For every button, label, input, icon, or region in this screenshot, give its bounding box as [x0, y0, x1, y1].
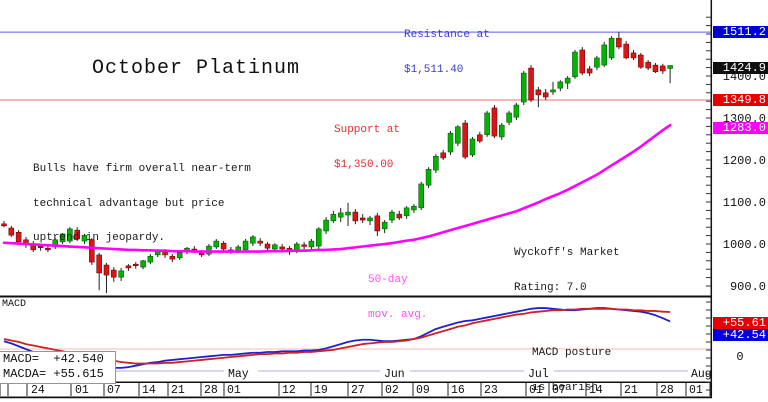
date-label: 01 — [689, 384, 703, 397]
date-label: 12 — [282, 384, 296, 397]
macd-readout-box: MACD= +42.540 MACDA= +55.615 — [0, 351, 116, 384]
commentary-line1: Bulls have firm overall near-term — [33, 163, 251, 175]
date-label: 01 — [529, 384, 543, 397]
date-label: 07 — [552, 384, 566, 397]
ma-label-line1: 50-day — [368, 274, 408, 286]
date-label: 02 — [385, 384, 399, 397]
commentary-line3: uptrend in jeopardy. — [33, 232, 166, 244]
macd-zero-label: 0 — [736, 350, 744, 364]
date-label: 21 — [171, 384, 185, 397]
ma-label-line2: mov. avg. — [368, 308, 428, 321]
wyckoff-rating: Wyckoff's Market Rating: 7.0 — [514, 225, 620, 317]
date-label: 14 — [142, 384, 156, 397]
page-title: October Platinum — [92, 57, 301, 80]
month-label: May — [228, 368, 249, 381]
price-axis-label: 1200.0 — [722, 154, 766, 168]
last-price-badge: 1424.9 — [713, 62, 768, 75]
commentary-text: Bulls have firm overall near-term techni… — [33, 141, 251, 268]
macda-value-badge: +55.61 — [713, 317, 768, 329]
month-label: Aug — [691, 368, 712, 381]
month-label: Jul — [528, 368, 549, 381]
date-label: 24 — [31, 384, 45, 397]
date-label: 27 — [351, 384, 365, 397]
resistance-annotation: Resistance at $1,511.40 — [404, 7, 490, 99]
date-label: 16 — [451, 384, 465, 397]
macd-panel-label: MACD — [2, 299, 27, 310]
macd-posture-note: MACD posture is bearish — [532, 325, 611, 402]
macd-posture-line1: MACD posture — [532, 347, 612, 359]
price-axis-label: 1000.0 — [722, 238, 766, 252]
date-label: 19 — [314, 384, 328, 397]
scroll-left-arrow-icon[interactable] — [738, 385, 768, 402]
date-label: 01 — [75, 384, 89, 397]
support-annotation: Support at $1,350.00 — [334, 102, 400, 194]
support-price-badge: 1349.8 — [713, 93, 768, 106]
support-annotation-line1: Support at — [334, 124, 401, 136]
month-label: Jun — [384, 368, 405, 381]
date-label: 07 — [107, 384, 121, 397]
ma-label: 50-day mov. avg. — [368, 252, 427, 344]
wyckoff-line1: Wyckoff's Market — [514, 247, 620, 259]
date-label: 28 — [204, 384, 218, 397]
support-annotation-line2: $1,350.00 — [334, 158, 394, 171]
date-label: 09 — [416, 384, 430, 397]
commentary-line2: technical advantage but price — [33, 197, 225, 210]
moving-average-badge: 1283.0 — [713, 121, 768, 134]
date-label: 23 — [484, 384, 498, 397]
macd-posture-line2: is bearish — [532, 381, 599, 394]
resistance-annotation-line2: $1,511.40 — [404, 63, 464, 76]
macd-readout-line1: MACD= +42.540 — [3, 352, 104, 366]
date-label: 21 — [624, 384, 638, 397]
macd-readout-line2: MACDA= +55.615 — [3, 367, 104, 381]
wyckoff-line2: Rating: 7.0 — [514, 281, 587, 294]
resistance-price-badge: 1511.2 — [713, 25, 768, 38]
date-label: 14 — [589, 384, 603, 397]
date-label: 01 — [227, 384, 241, 397]
macd-value-badge: +42.54 — [713, 328, 768, 341]
price-axis-label: 900.0 — [729, 280, 766, 294]
date-label: 28 — [660, 384, 674, 397]
price-axis-label: 1100.0 — [722, 196, 766, 210]
resistance-annotation-line1: Resistance at — [404, 29, 490, 41]
